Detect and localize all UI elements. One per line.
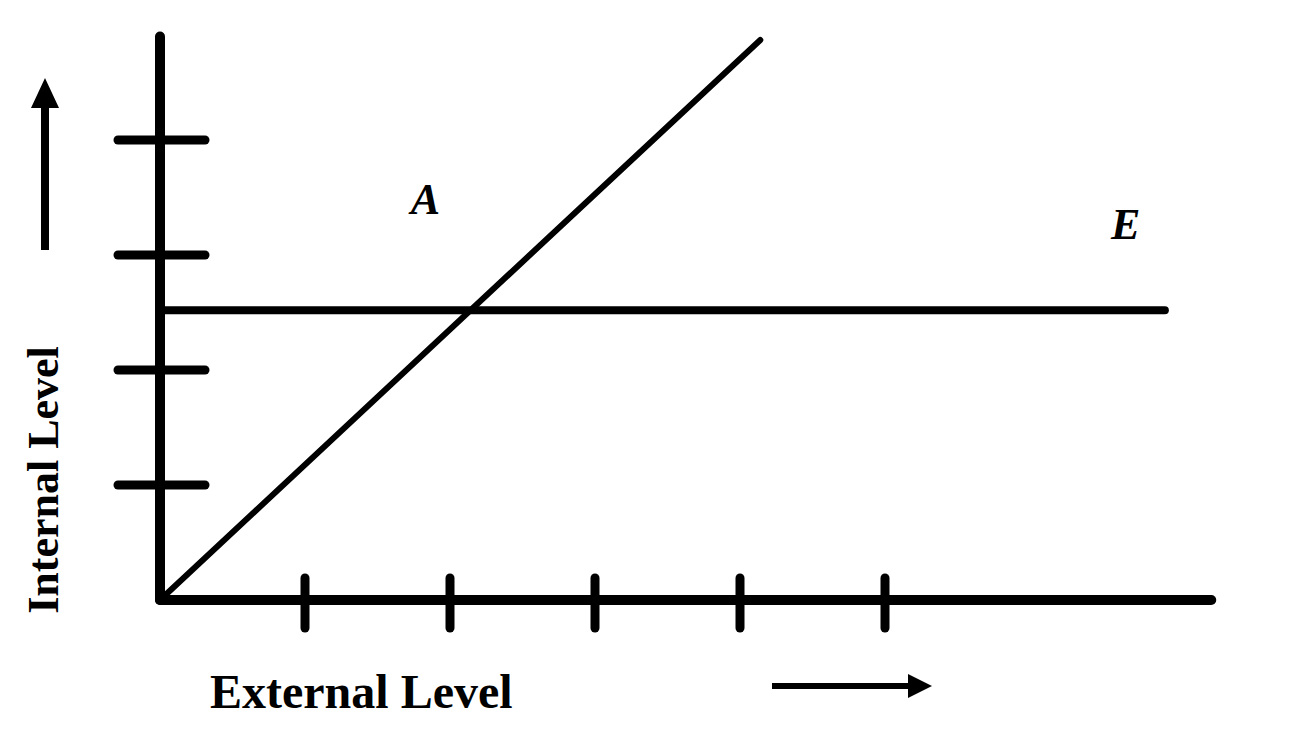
x-tick [736, 578, 745, 628]
y-axis-label: Internal Level [19, 346, 68, 614]
y-tick [118, 251, 205, 260]
plot-area [160, 40, 1165, 600]
x-axis-arrow [772, 683, 915, 689]
series-line [160, 40, 760, 600]
annotation: E [1110, 200, 1140, 249]
x-tick [591, 578, 600, 628]
x-tick [881, 578, 890, 628]
x-axis-label: External Level [210, 665, 513, 718]
y-tick [118, 136, 205, 145]
y-axis-arrowhead [31, 78, 59, 108]
x-axis [160, 595, 1211, 605]
chart-svg: A E External Level Internal Level [0, 0, 1295, 755]
x-tick [301, 578, 310, 628]
x-tick [446, 578, 455, 628]
y-tick [118, 366, 205, 375]
chart-root: A E External Level Internal Level [0, 0, 1295, 755]
annotation: A [408, 175, 440, 224]
series-line [160, 306, 1165, 314]
x-axis-arrowhead [908, 674, 932, 698]
y-tick [118, 481, 205, 490]
y-axis-arrow [41, 100, 49, 250]
y-axis [155, 37, 165, 601]
